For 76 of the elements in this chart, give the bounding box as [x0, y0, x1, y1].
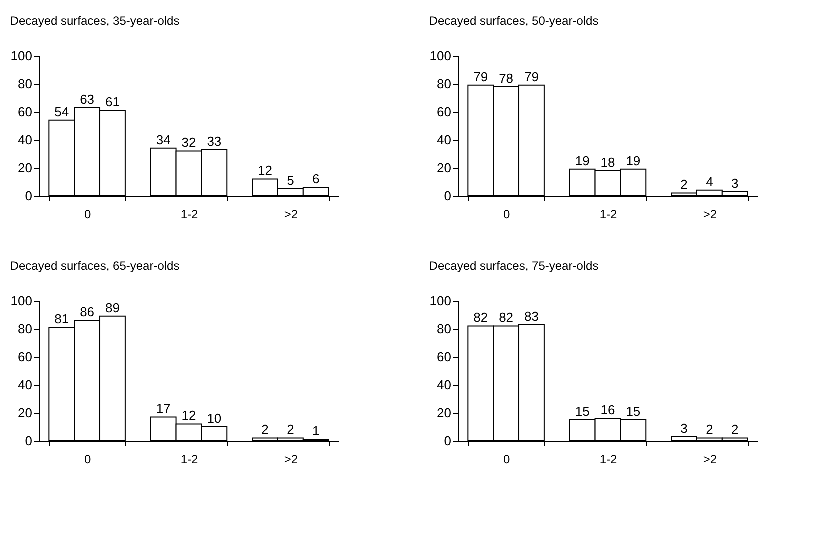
data-label: 5: [287, 173, 294, 188]
x-tick-label: 0: [84, 208, 92, 222]
y-tick-label: 100: [10, 294, 32, 308]
x-tick-label: >2: [703, 208, 718, 222]
y-tick-label: 100: [430, 48, 452, 64]
data-label: 86: [80, 304, 95, 320]
x-tick-label: 1-2: [600, 452, 618, 466]
x-tick-label: 0: [503, 452, 510, 466]
data-label: 15: [575, 404, 590, 419]
y-tick-label: 60: [437, 104, 452, 120]
data-label: 89: [105, 300, 120, 316]
data-label: 34: [156, 132, 171, 148]
y-tick-label: 60: [18, 350, 32, 364]
data-label: 3: [732, 176, 739, 191]
y-tick-label: 60: [18, 104, 32, 120]
x-tick-label: 0: [84, 452, 92, 466]
data-label: 12: [182, 408, 196, 424]
y-tick-label: 60: [437, 350, 452, 364]
chart-title: Decayed surfaces, 75-year-olds: [429, 259, 599, 273]
data-label: 2: [287, 422, 294, 438]
data-label: 15: [626, 404, 641, 419]
data-label: 82: [474, 310, 488, 326]
data-label: 12: [258, 163, 273, 178]
data-label: 6: [312, 172, 320, 187]
x-tick-label: >2: [703, 452, 718, 466]
data-label: 17: [156, 401, 171, 416]
data-label: 2: [732, 422, 739, 438]
y-tick-label: 20: [18, 406, 32, 420]
chart-title: Decayed surfaces, 35-year-olds: [10, 14, 180, 28]
x-tick-label: >2: [284, 452, 298, 466]
x-tick-label: 0: [503, 208, 510, 222]
x-tick-label: >2: [284, 208, 298, 222]
data-label: 61: [105, 94, 120, 110]
data-label: 54: [54, 104, 70, 120]
y-tick-label: 40: [437, 132, 452, 148]
y-tick-label: 80: [437, 76, 452, 92]
y-tick-label: 0: [444, 188, 452, 204]
data-label: 83: [524, 308, 539, 324]
data-label: 82: [499, 310, 514, 326]
data-label: 79: [524, 69, 539, 84]
y-tick-label: 100: [10, 48, 32, 64]
y-tick-label: 100: [430, 294, 452, 308]
y-tick-label: 20: [437, 160, 452, 176]
data-label: 63: [80, 92, 95, 107]
data-label: 32: [182, 135, 196, 150]
data-label: 2: [262, 422, 269, 438]
data-label: 33: [207, 134, 222, 149]
y-tick-label: 80: [437, 322, 452, 336]
data-label: 2: [680, 177, 688, 192]
data-label: 10: [207, 411, 222, 426]
chart-title: Decayed surfaces, 50-year-olds: [429, 14, 599, 28]
data-label: 2: [706, 422, 714, 438]
data-label: 19: [575, 153, 590, 168]
y-tick-label: 20: [18, 160, 32, 176]
y-tick-label: 0: [25, 434, 32, 448]
data-label: 78: [499, 70, 514, 86]
y-tick-label: 0: [25, 188, 32, 204]
data-label: 4: [706, 174, 714, 190]
y-tick-label: 20: [437, 406, 452, 420]
y-tick-label: 80: [18, 322, 32, 336]
x-tick-label: 1-2: [180, 208, 198, 222]
data-label: 16: [600, 402, 616, 418]
data-label: 3: [680, 420, 688, 436]
y-tick-label: 40: [437, 378, 452, 392]
y-tick-label: 40: [18, 378, 32, 392]
data-label: 1: [312, 424, 320, 439]
data-label: 19: [626, 153, 641, 168]
data-label: 81: [54, 312, 70, 327]
x-tick-label: 1-2: [180, 452, 198, 466]
data-label: 18: [600, 154, 616, 170]
y-tick-label: 40: [18, 132, 32, 148]
y-tick-label: 80: [18, 76, 32, 92]
y-tick-label: 0: [444, 434, 452, 448]
chart-title: Decayed surfaces, 65-year-olds: [10, 259, 180, 273]
data-label: 79: [474, 69, 488, 84]
x-tick-label: 1-2: [600, 208, 618, 222]
